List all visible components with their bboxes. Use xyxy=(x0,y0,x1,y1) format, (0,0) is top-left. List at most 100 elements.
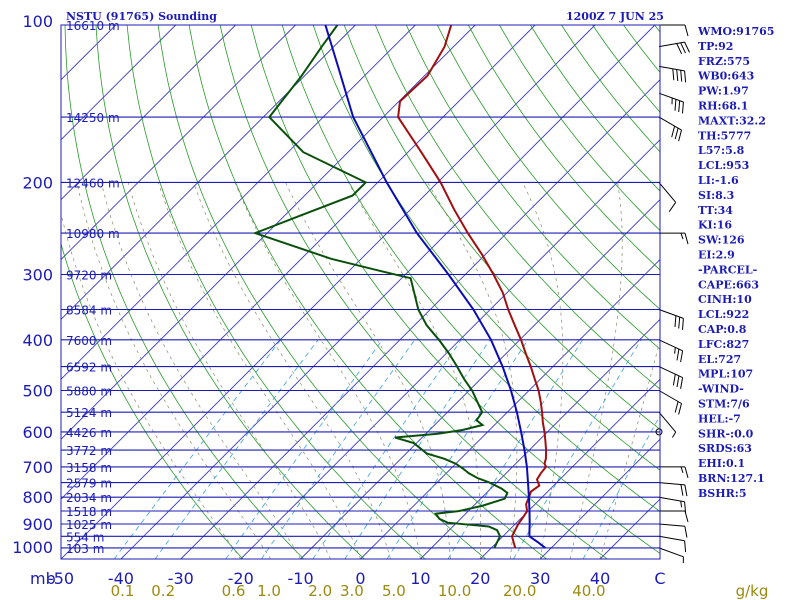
mixing-ratio-tick-label: 1.0 xyxy=(257,582,281,600)
pressure-tick-label: 1000 xyxy=(12,538,53,557)
wind-barb-flag xyxy=(684,484,688,497)
wind-barb-shaft xyxy=(658,339,683,352)
height-label: 103 m xyxy=(66,542,104,556)
index-item: WMO:91765 xyxy=(697,25,774,38)
height-label: 16610 m xyxy=(66,19,120,33)
dry-adiabat-line xyxy=(188,25,547,559)
wind-barb-shaft xyxy=(658,182,677,203)
temperature-tick-label: -30 xyxy=(168,569,194,588)
stability-indices-panel: WMO:91765 TP:92 FRZ:575 WB0:643 PW:1.97 RH:68… xyxy=(697,25,774,500)
isotherm-line xyxy=(61,25,596,559)
temperature-tick-label: 20 xyxy=(470,569,490,588)
dry-adiabat-line xyxy=(250,25,660,554)
moist-adiabat-line xyxy=(193,182,391,559)
temperature-tick-label: C xyxy=(654,569,665,588)
height-label: 3772 m xyxy=(66,444,112,458)
wind-barb-flag xyxy=(684,41,690,53)
moist-adiabat-line xyxy=(348,182,482,559)
mixing-ratio-line xyxy=(312,339,462,559)
index-item: STM:7/6 xyxy=(698,398,750,411)
wind-barb-shaft xyxy=(658,116,682,131)
height-label: 6592 m xyxy=(66,361,112,375)
wind-barb-flag xyxy=(676,69,679,81)
dry-adiabat-line xyxy=(64,25,304,559)
pressure-tick-label: 400 xyxy=(22,331,53,350)
pressure-tick-label: 500 xyxy=(22,382,53,401)
wind-barb-shaft xyxy=(658,411,677,433)
dry-adiabat-line xyxy=(343,25,660,430)
wind-barb-flag xyxy=(674,347,676,354)
moist-adiabat-line xyxy=(285,182,451,559)
height-label: 5124 m xyxy=(66,406,112,420)
wind-barb xyxy=(658,92,684,114)
index-item: LI:-1.6 xyxy=(698,174,739,187)
dewpoint-trace xyxy=(252,25,509,549)
height-label: 7600 m xyxy=(66,334,112,348)
index-item: SI:8.3 xyxy=(698,189,734,202)
wind-barb-flag xyxy=(668,202,677,212)
index-item: -WIND- xyxy=(698,383,744,396)
isotherm-line xyxy=(180,79,660,559)
wind-barb xyxy=(659,24,689,37)
height-label: 12460 m xyxy=(66,176,120,190)
wind-barb-shaft xyxy=(658,496,685,503)
isotherm-line xyxy=(61,25,177,141)
wind-barb-flag xyxy=(678,316,681,329)
wind-barb-flag xyxy=(674,99,677,111)
temperature-tick-label: 0 xyxy=(355,569,365,588)
wind-barb-flag xyxy=(684,232,689,245)
wind-barb-flag xyxy=(674,401,679,413)
mixing-ratio-line xyxy=(344,339,491,559)
mixing-ratio-line xyxy=(582,414,660,559)
dry-adiabat-line xyxy=(312,25,660,471)
wind-barb-flag xyxy=(684,24,689,37)
wind-barb xyxy=(659,232,689,245)
index-item: CINH:10 xyxy=(698,293,752,306)
pressure-unit-label: mb xyxy=(30,569,56,588)
height-label: 10980 m xyxy=(66,227,120,241)
wind-barb xyxy=(659,510,689,523)
pressure-tick-label: 100 xyxy=(22,12,53,31)
index-item: TT:34 xyxy=(698,204,733,217)
moist-adiabat-line xyxy=(100,182,301,559)
moist-adiabat-line xyxy=(127,182,331,559)
isotherm-line xyxy=(0,25,56,559)
wind-barb xyxy=(658,116,682,142)
wind-barb xyxy=(658,482,688,497)
time-label: 1200Z 7 JUN 25 xyxy=(566,10,664,23)
wind-barb-flag xyxy=(680,377,684,389)
wind-barb-flag xyxy=(672,374,676,386)
wind-barb-shaft xyxy=(658,482,685,486)
plot-frame xyxy=(60,24,661,560)
dry-adiabat-line xyxy=(467,25,660,271)
wind-barb-flag xyxy=(676,349,680,361)
height-label: 2034 m xyxy=(66,491,112,505)
wind-barb-flag xyxy=(678,129,682,142)
index-item: EHI:0.1 xyxy=(698,457,745,470)
isotherm-line xyxy=(61,25,416,380)
index-item: SHR-:0.0 xyxy=(698,427,754,440)
wind-barb-flag xyxy=(680,42,686,54)
dry-adiabat-line xyxy=(374,25,660,390)
pressure-tick-label: 900 xyxy=(22,515,53,534)
wind-barb-shaft xyxy=(658,309,684,319)
temperature-tick-label: -10 xyxy=(288,569,314,588)
sounding-traces xyxy=(252,25,548,549)
temperature-axis-labels: -50 -40 -30 -20 -10 0 10 20 30 40 C xyxy=(48,569,666,588)
wind-barb-flag xyxy=(680,484,684,496)
isotherm-line xyxy=(479,378,660,559)
mixing-ratio-line xyxy=(513,339,642,559)
temperature-tick-label: -50 xyxy=(48,569,74,588)
index-item: LFC:827 xyxy=(698,338,749,351)
height-label: 5880 m xyxy=(66,385,112,399)
isotherm-line xyxy=(360,258,660,559)
mixing-ratio-line xyxy=(386,339,529,559)
wind-barb-flag xyxy=(680,232,684,240)
mixing-ratio-tick-label: 0.6 xyxy=(222,582,246,600)
height-label: 2579 m xyxy=(66,477,112,491)
index-item: L57:5.8 xyxy=(698,144,745,157)
wind-barb-shaft xyxy=(658,65,685,72)
wind-barb-flag xyxy=(678,100,681,113)
index-item: RH:68.1 xyxy=(698,100,748,113)
